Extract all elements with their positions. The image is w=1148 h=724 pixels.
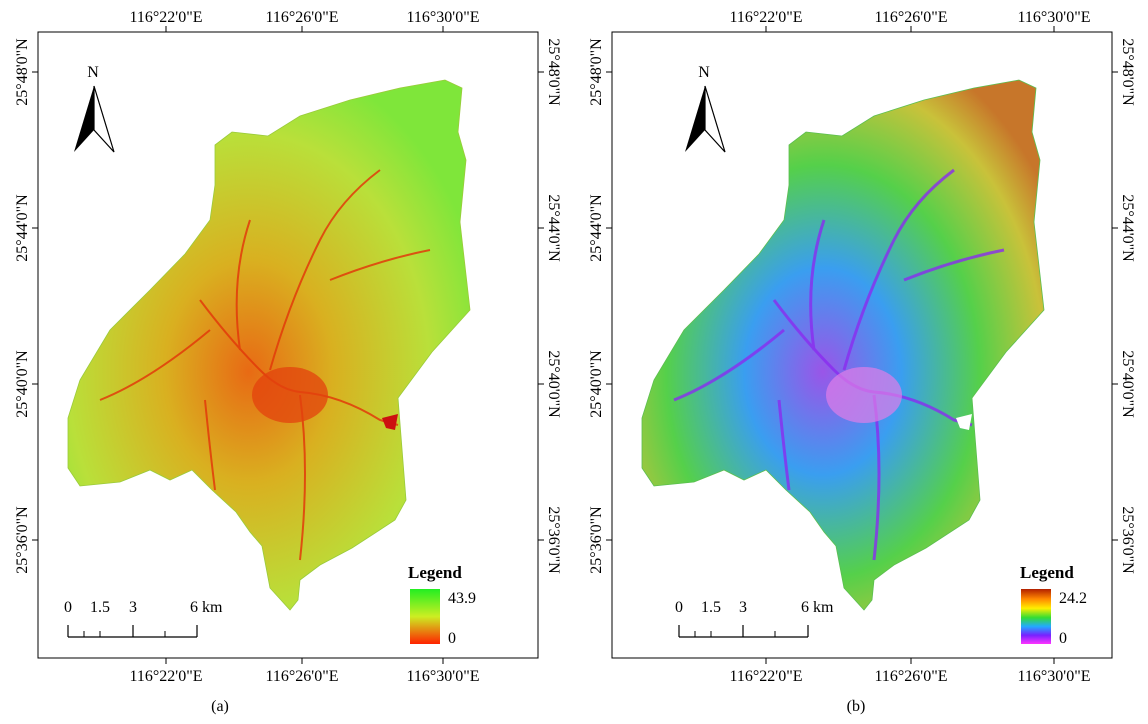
- right-tick-label: 25°36'0"N: [545, 506, 562, 574]
- top-tick-label: 116°26'0"E: [266, 9, 339, 26]
- legend-title: Legend: [408, 563, 462, 582]
- right-tick-labels: 25°48'0"N 25°44'0"N 25°40'0"N 25°36'0"N: [1112, 38, 1136, 574]
- legend-color-ramp: [410, 589, 440, 644]
- left-tick-label: 25°48'0"N: [588, 38, 605, 106]
- top-tick-label: 116°22'0"E: [730, 9, 803, 26]
- reservoir-b: [956, 414, 972, 430]
- right-tick-label: 25°36'0"N: [1119, 506, 1136, 574]
- left-tick-labels: 25°48'0"N 25°44'0"N 25°40'0"N 25°36'0"N: [14, 38, 38, 574]
- right-tick-label: 25°40'0"N: [1119, 350, 1136, 418]
- legend-min-label: 0: [448, 630, 456, 647]
- scale-label: 0: [64, 599, 72, 616]
- legend-title: Legend: [1020, 563, 1074, 582]
- map-panel-b: 116°22'0"E 116°26'0"E 116°30'0"E 116°22'…: [574, 0, 1148, 724]
- map-frame: [611, 31, 1113, 659]
- left-tick-label: 25°36'0"N: [14, 506, 31, 574]
- top-tick-labels: 116°22'0"E 116°26'0"E 116°30'0"E: [130, 9, 480, 32]
- legend: Legend 43.9 0: [408, 563, 476, 647]
- top-tick-label: 116°30'0"E: [1018, 9, 1091, 26]
- right-tick-label: 25°48'0"N: [545, 38, 562, 106]
- right-tick-label: 25°44'0"N: [1119, 194, 1136, 262]
- left-tick-label: 25°40'0"N: [14, 350, 31, 418]
- north-arrow-icon: N: [74, 64, 115, 153]
- legend-max-label: 43.9: [448, 590, 476, 607]
- study-area-b: [641, 79, 1045, 611]
- top-tick-label: 116°22'0"E: [130, 9, 203, 26]
- map-panel-a: 116°22'0"E 116°26'0"E 116°30'0"E 116°22'…: [14, 9, 562, 715]
- bottom-tick-label: 116°22'0"E: [730, 668, 803, 685]
- map-a-svg: 116°22'0"E 116°26'0"E 116°30'0"E 116°22'…: [14, 9, 562, 685]
- map-frame: [37, 31, 539, 659]
- bottom-tick-label: 116°22'0"E: [130, 668, 203, 685]
- bottom-tick-label: 116°30'0"E: [1018, 668, 1091, 685]
- urban-area-b: [826, 367, 902, 423]
- panel-caption: (b): [846, 698, 866, 715]
- scale-bar: 0 1.5 3 6 km: [675, 599, 834, 638]
- scale-label: 3: [739, 599, 747, 616]
- left-tick-label: 25°40'0"N: [588, 350, 605, 418]
- scale-label: 3: [129, 599, 137, 616]
- top-tick-labels: 116°22'0"E 116°26'0"E 116°30'0"E: [730, 9, 1091, 32]
- legend: Legend 24.2 0: [1020, 563, 1087, 647]
- scale-label: 1.5: [701, 599, 721, 616]
- legend-min-label: 0: [1059, 630, 1067, 647]
- left-tick-label: 25°48'0"N: [14, 38, 31, 106]
- scale-label: 0: [675, 599, 683, 616]
- left-tick-labels: 25°48'0"N 25°44'0"N 25°40'0"N 25°36'0"N: [588, 38, 612, 574]
- right-tick-labels: 25°48'0"N 25°44'0"N 25°40'0"N 25°36'0"N: [538, 38, 562, 574]
- north-label: N: [698, 64, 710, 81]
- bottom-tick-labels: 116°22'0"E 116°26'0"E 116°30'0"E: [130, 658, 480, 685]
- map-b-svg: 116°22'0"E 116°26'0"E 116°30'0"E 116°22'…: [588, 9, 1136, 685]
- scale-label: 1.5: [90, 599, 110, 616]
- right-tick-label: 25°44'0"N: [545, 194, 562, 262]
- panel-caption: (a): [211, 698, 229, 715]
- left-tick-label: 25°36'0"N: [588, 506, 605, 574]
- bottom-tick-label: 116°26'0"E: [875, 668, 948, 685]
- scale-label: 6 km: [190, 599, 223, 616]
- top-tick-label: 116°26'0"E: [875, 9, 948, 26]
- left-tick-label: 25°44'0"N: [588, 194, 605, 262]
- left-tick-label: 25°44'0"N: [14, 194, 31, 262]
- right-tick-label: 25°48'0"N: [1119, 38, 1136, 106]
- legend-color-ramp: [1021, 589, 1051, 644]
- reservoir-a: [382, 414, 398, 430]
- urban-area-a: [252, 367, 328, 423]
- top-tick-label: 116°30'0"E: [407, 9, 480, 26]
- legend-max-label: 24.2: [1059, 590, 1087, 607]
- scale-bar: 0 1.5 3 6 km: [64, 599, 223, 638]
- bottom-tick-label: 116°30'0"E: [407, 668, 480, 685]
- scale-label: 6 km: [801, 599, 834, 616]
- bottom-tick-labels: 116°22'0"E 116°26'0"E 116°30'0"E: [730, 658, 1091, 685]
- study-area-a: [67, 79, 471, 611]
- bottom-tick-label: 116°26'0"E: [266, 668, 339, 685]
- right-tick-label: 25°40'0"N: [545, 350, 562, 418]
- north-arrow-icon: N: [685, 64, 726, 153]
- north-label: N: [87, 64, 99, 81]
